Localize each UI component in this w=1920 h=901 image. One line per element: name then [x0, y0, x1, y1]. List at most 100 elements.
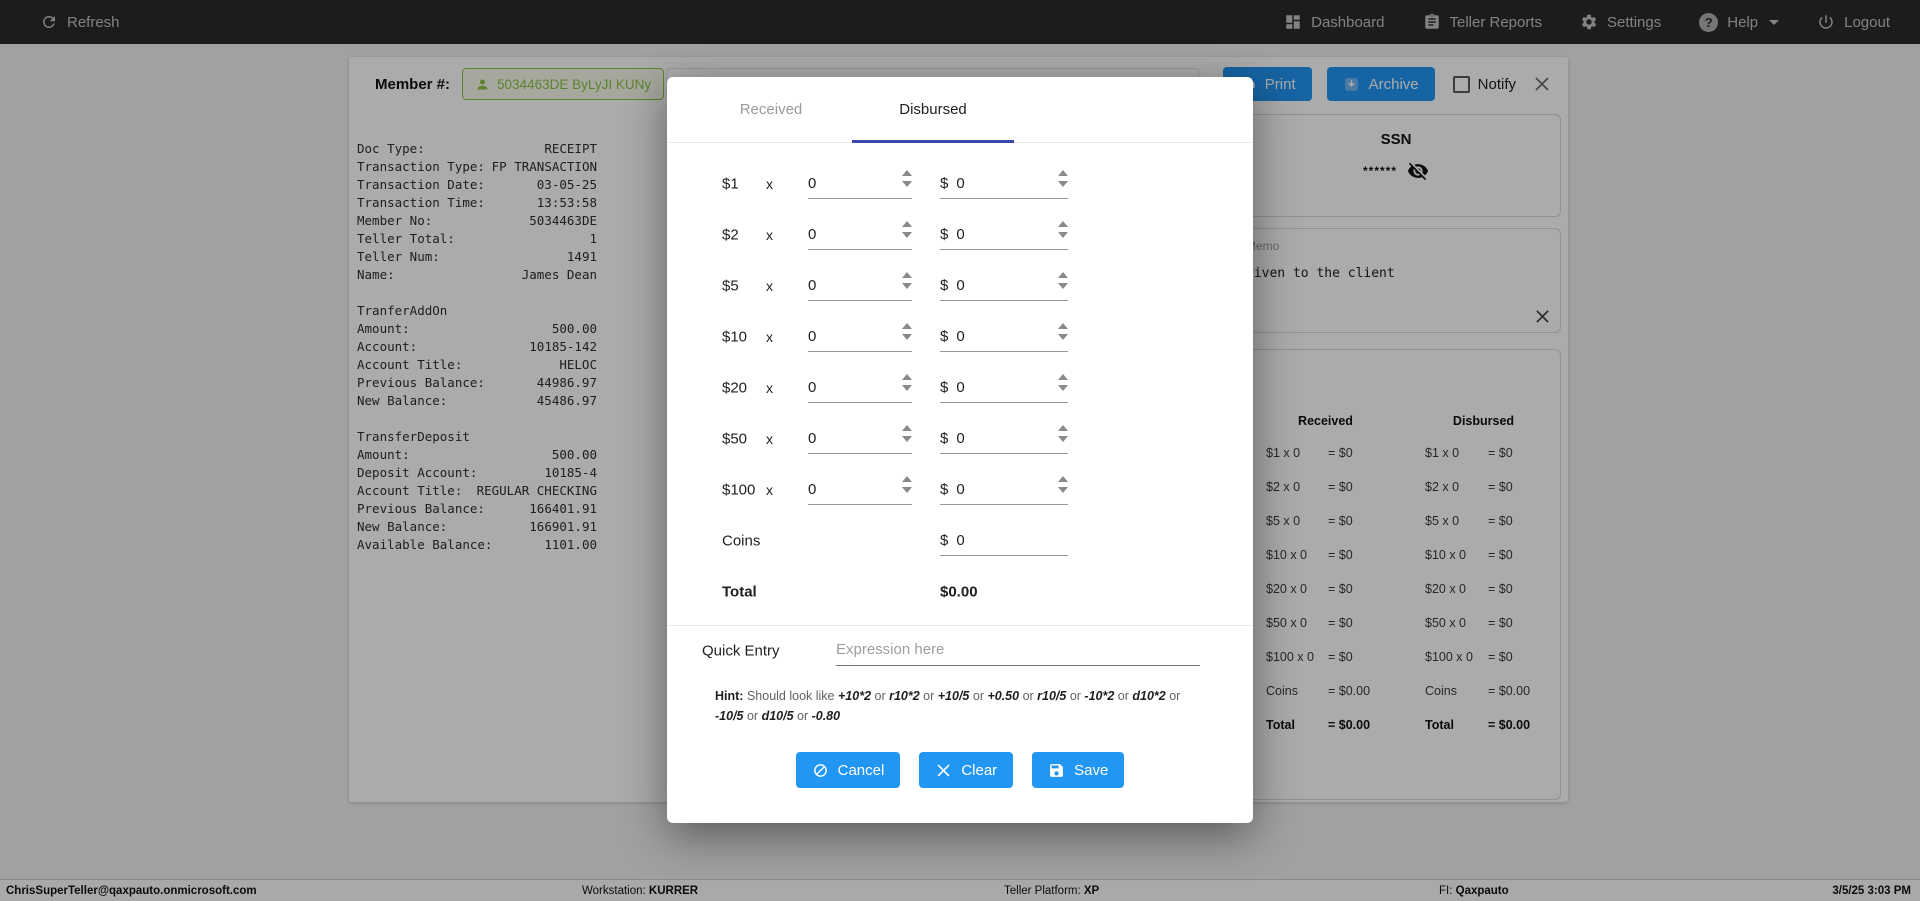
count-input[interactable]: 0: [808, 474, 912, 505]
receipt-line-label: Previous Balance:: [357, 375, 485, 390]
nav-teller-reports[interactable]: Teller Reports: [1423, 13, 1542, 31]
stepper-down-icon[interactable]: [902, 487, 912, 493]
receipt-line: Transaction Date: 03-05-25: [357, 176, 597, 194]
summary-disbursed-label: $1 x 0: [1425, 446, 1460, 460]
gear-icon: [1582, 14, 1597, 30]
count-input[interactable]: 0: [808, 270, 912, 301]
hint-expressions: +10*2 or r10*2 or +10/5 or +0.50 or r10/…: [715, 689, 1180, 723]
receipt-line: Name: James Dean: [357, 266, 597, 284]
receipt-line: Available Balance: 1101.00: [357, 536, 597, 554]
quick-entry-input[interactable]: [836, 634, 1200, 666]
amount-input[interactable]: $ 0: [940, 168, 1068, 199]
stepper-up-icon[interactable]: [902, 425, 912, 431]
receipt-line: Doc Type: RECEIPT: [357, 140, 597, 158]
refresh-button[interactable]: Refresh: [40, 13, 120, 31]
stepper-up-icon[interactable]: [902, 476, 912, 482]
receipt-line-value: 10185-142: [529, 339, 597, 354]
stepper-up-icon[interactable]: [1058, 476, 1068, 482]
amount-input[interactable]: $ 0: [940, 474, 1068, 505]
amount-value: 0: [956, 276, 965, 294]
receipt-line-value: 166901.91: [529, 519, 597, 534]
receipt-line: Teller Total: 1: [357, 230, 597, 248]
tab-disbursed[interactable]: Disbursed: [852, 77, 1014, 143]
hint-separator: or: [871, 689, 890, 703]
stepper-down-icon[interactable]: [1058, 436, 1068, 442]
datetime: 3/5/25 3:03 PM: [1832, 884, 1911, 897]
amount-value: 0: [956, 327, 965, 345]
hint-separator: or: [1165, 689, 1181, 703]
receipt-text: Doc Type: RECEIPT Transaction Type: FP T…: [357, 140, 597, 554]
count-input[interactable]: 0: [808, 321, 912, 352]
stepper-up-icon[interactable]: [902, 170, 912, 176]
stepper-down-icon[interactable]: [902, 283, 912, 289]
receipt-line-label: Deposit Account:: [357, 465, 478, 480]
amount-input[interactable]: $ 0: [940, 321, 1068, 352]
stepper-down-icon[interactable]: [1058, 232, 1068, 238]
coins-row: Coins $ 0: [667, 515, 1253, 566]
tab-received[interactable]: Received: [739, 101, 803, 118]
stepper-up-icon[interactable]: [1058, 170, 1068, 176]
amount-input[interactable]: $ 0: [940, 219, 1068, 250]
amount-input[interactable]: $ 0: [940, 270, 1068, 301]
eye-off-icon[interactable]: [1407, 160, 1429, 182]
multiply-label: x: [766, 277, 773, 294]
receipt-line-value: 166401.91: [529, 501, 597, 516]
stepper-up-icon[interactable]: [1058, 425, 1068, 431]
receipt-line-value: 1491: [566, 249, 597, 264]
stepper-down-icon[interactable]: [902, 334, 912, 340]
currency-prefix: $: [940, 225, 949, 243]
count-input[interactable]: 0: [808, 423, 912, 454]
save-button[interactable]: Save: [1032, 752, 1125, 788]
stepper-up-icon[interactable]: [902, 323, 912, 329]
close-icon[interactable]: [1534, 76, 1550, 92]
nav-logout[interactable]: Logout: [1817, 13, 1890, 31]
stepper-up-icon[interactable]: [1058, 221, 1068, 227]
hint-expression: r10*2: [889, 689, 920, 703]
stepper-down-icon[interactable]: [902, 436, 912, 442]
clear-button[interactable]: Clear: [919, 752, 1014, 788]
archive-button[interactable]: Archive: [1326, 67, 1435, 101]
stepper-up-icon[interactable]: [902, 272, 912, 278]
coins-amount-input[interactable]: $ 0: [940, 525, 1068, 556]
count-input[interactable]: 0: [808, 372, 912, 403]
summary-disbursed-label: $100 x 0: [1425, 650, 1473, 664]
stepper-up-icon[interactable]: [1058, 374, 1068, 380]
receipt-line-label: Account Title:: [357, 483, 463, 498]
nav-settings[interactable]: Settings: [1580, 13, 1661, 31]
stepper-down-icon[interactable]: [1058, 487, 1068, 493]
denomination-row: $2 x 0 $ 0: [667, 209, 1253, 260]
nav-help[interactable]: ? Help: [1699, 12, 1780, 32]
cancel-button[interactable]: Cancel: [795, 752, 901, 788]
stepper-down-icon[interactable]: [902, 181, 912, 187]
stepper-up-icon[interactable]: [902, 374, 912, 380]
stepper-down-icon[interactable]: [1058, 181, 1068, 187]
count-stepper: [902, 221, 912, 238]
stepper-up-icon[interactable]: [1058, 323, 1068, 329]
nav-dashboard[interactable]: Dashboard: [1284, 13, 1385, 31]
stepper-down-icon[interactable]: [902, 385, 912, 391]
stepper-down-icon[interactable]: [1058, 283, 1068, 289]
stepper-down-icon[interactable]: [1058, 385, 1068, 391]
currency-prefix: $: [940, 327, 949, 345]
hint-expression: -10*2: [1084, 689, 1115, 703]
member-chip[interactable]: 5034463DE ByLyJI KUNy: [462, 68, 665, 100]
count-input[interactable]: 0: [808, 219, 912, 250]
hint-label: Hint:: [715, 689, 744, 703]
notify-control: Notify: [1452, 75, 1516, 93]
count-input[interactable]: 0: [808, 168, 912, 199]
stepper-up-icon[interactable]: [902, 221, 912, 227]
notify-checkbox[interactable]: [1452, 75, 1470, 93]
stepper-down-icon[interactable]: [1058, 334, 1068, 340]
amount-input[interactable]: $ 0: [940, 423, 1068, 454]
hint-separator: or: [1114, 689, 1133, 703]
stepper-down-icon[interactable]: [902, 232, 912, 238]
receipt-line-label: Account Title:: [357, 357, 463, 372]
summary-disbursed-value: = $0: [1488, 616, 1513, 630]
memo-clear-icon[interactable]: [1535, 309, 1550, 324]
workstation-value: KURRER: [648, 884, 699, 897]
summary-disbursed-header: Disbursed: [1452, 414, 1515, 428]
amount-input[interactable]: $ 0: [940, 372, 1068, 403]
summary-received-value: = $0: [1328, 480, 1353, 494]
summary-received-label: $5 x 0: [1266, 514, 1301, 528]
stepper-up-icon[interactable]: [1058, 272, 1068, 278]
